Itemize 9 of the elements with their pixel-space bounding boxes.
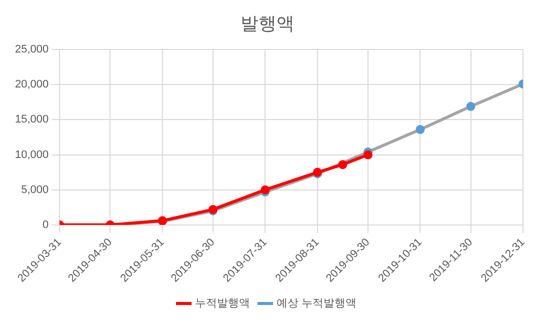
- legend-label: 누적발행액: [194, 296, 250, 310]
- y-tick-label: 5,000: [21, 184, 49, 196]
- y-tick-label: 10,000: [14, 148, 49, 161]
- y-tick-label: 25,000: [14, 44, 49, 56]
- y-tick-label: 20,000: [14, 78, 49, 91]
- y-tick-label: 0: [42, 218, 49, 231]
- y-tick-label: 15,000: [14, 114, 49, 126]
- chart-title: 발행액: [240, 13, 294, 34]
- legend-label: 예상 누적발행액: [276, 296, 357, 310]
